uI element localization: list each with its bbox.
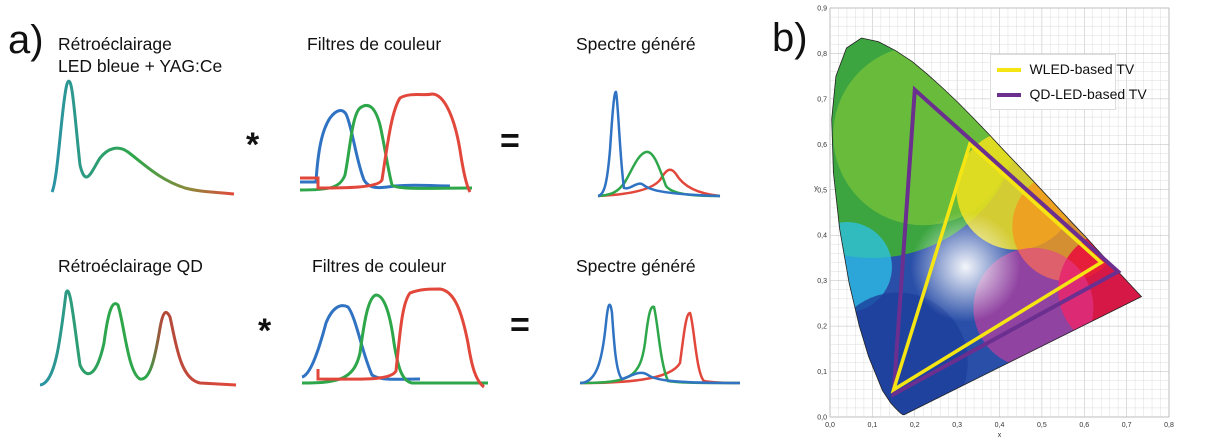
x-tick-label: 0,6 bbox=[1079, 422, 1089, 429]
x-tick-label: 0,5 bbox=[1037, 422, 1047, 429]
qd-led-gamut-triangle bbox=[891, 85, 1122, 398]
legend-label-wled: WLED-based TV bbox=[1029, 61, 1135, 77]
row2-spectra bbox=[39, 287, 741, 389]
y-tick-label: 0,7 bbox=[817, 96, 827, 103]
row2-multiply-sign: * bbox=[258, 312, 272, 350]
row1-green-filter-curve bbox=[299, 103, 473, 192]
panel-b-letter: b) bbox=[772, 16, 808, 60]
row2-red-filter-curve bbox=[316, 287, 485, 389]
wled-backlight-curve bbox=[50, 79, 235, 196]
row1-blue-filter-curve bbox=[300, 109, 451, 190]
row1-red-filter-curve bbox=[300, 92, 472, 193]
row2-equals-sign: = bbox=[510, 306, 530, 344]
y-tick-label: 0,9 bbox=[817, 6, 827, 13]
x-axis-ticks: 0,0 0,1 0,2 0,3 0,4 0,5 0,6 0,7 0,8 bbox=[825, 422, 1174, 429]
legend-item-wled: WLED-based TV bbox=[997, 61, 1134, 79]
y-tick-label: 0,8 bbox=[817, 51, 827, 58]
legend-swatch-wled bbox=[997, 67, 1021, 72]
row2-result-label: Spectre généré bbox=[576, 256, 696, 276]
x-tick-label: 0,8 bbox=[1164, 422, 1174, 429]
x-tick-label: 0,3 bbox=[952, 422, 962, 429]
y-tick-label: 0,0 bbox=[817, 415, 827, 422]
qd-backlight-curve bbox=[39, 289, 237, 387]
row1-equals-sign: = bbox=[500, 122, 520, 160]
row1-spectra bbox=[50, 79, 721, 198]
panel-a-letter: a) bbox=[8, 18, 44, 62]
row1-result-green-curve bbox=[597, 150, 721, 198]
legend-item-qd: QD-LED-based TV bbox=[997, 86, 1147, 104]
x-tick-label: 0,7 bbox=[1122, 422, 1132, 429]
y-tick-label: 0,2 bbox=[817, 324, 827, 331]
x-tick-label: 0,0 bbox=[825, 422, 835, 429]
row1-result-label: Spectre généré bbox=[576, 34, 696, 54]
row2-backlight-label: Rétroéclairage QD bbox=[58, 256, 203, 276]
y-tick-label: 0,4 bbox=[817, 233, 827, 240]
y-tick-label: 0,3 bbox=[817, 278, 827, 285]
legend-label-qd: QD-LED-based TV bbox=[1029, 86, 1147, 102]
row1-result-blue-curve bbox=[597, 90, 721, 198]
cie-legend: WLED-based TV QD-LED-based TV bbox=[990, 54, 1147, 110]
row1-backlight-label-line1: Rétroéclairage bbox=[58, 34, 172, 54]
y-axis-ticks: 0,0 0,1 0,2 0,3 0,4 0,5 0,6 0,7 0,8 0,9 bbox=[817, 6, 827, 422]
y-tick-label: 0,1 bbox=[817, 369, 827, 376]
row1-result-red-curve bbox=[597, 168, 721, 198]
x-tick-label: 0,2 bbox=[910, 422, 920, 429]
x-tick-label: 0,1 bbox=[868, 422, 878, 429]
y-axis-label: y bbox=[814, 185, 818, 192]
x-axis-label: x bbox=[998, 432, 1002, 439]
row2-result-blue-curve bbox=[579, 303, 741, 385]
row2-filters-label: Filtres de couleur bbox=[312, 256, 447, 276]
x-tick-label: 0,4 bbox=[995, 422, 1005, 429]
y-tick-label: 0,5 bbox=[817, 187, 827, 194]
legend-swatch-qd bbox=[997, 92, 1021, 97]
row1-multiply-sign: * bbox=[246, 126, 260, 164]
y-tick-label: 0,6 bbox=[817, 142, 827, 149]
row2-green-filter-curve bbox=[301, 293, 488, 385]
wled-gamut-triangle bbox=[890, 141, 1105, 394]
row1-filters-label: Filtres de couleur bbox=[307, 34, 442, 54]
row1-backlight-label-line2: LED bleue + YAG:Ce bbox=[58, 56, 223, 76]
